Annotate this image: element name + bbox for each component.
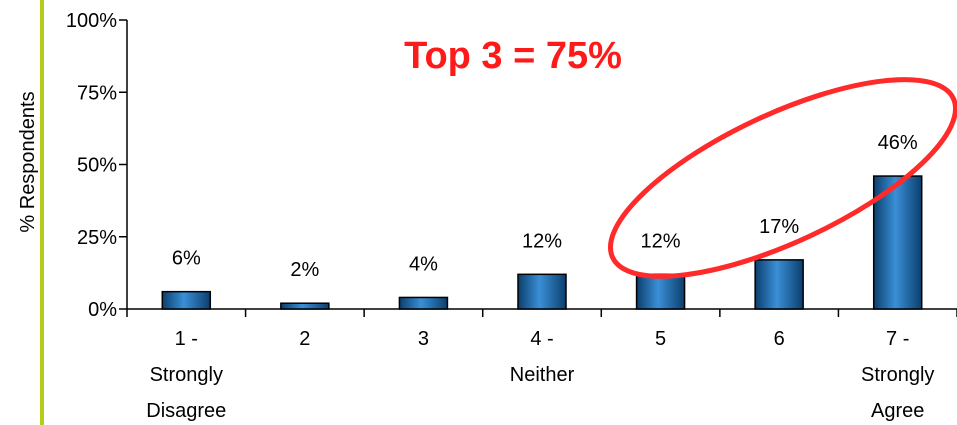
data-label: 4% [409, 253, 438, 275]
left-accent-rule [40, 0, 44, 425]
y-axis-title: % Respondents [17, 91, 39, 232]
category-label: 4 - [530, 328, 553, 350]
highlight-ellipse [607, 77, 957, 279]
category-label: Strongly [861, 364, 934, 386]
category-label: 1 - [175, 328, 198, 350]
y-tick-label: 0% [88, 299, 117, 321]
bar [280, 302, 330, 310]
category-label: 6 [774, 328, 785, 350]
data-label: 6% [172, 248, 201, 270]
y-tick-label: 75% [77, 82, 117, 104]
top3-callout: Top 3 = 75% [404, 35, 622, 77]
y-tick-label: 50% [77, 155, 117, 177]
category-label: Agree [871, 400, 924, 422]
bar [754, 259, 804, 310]
y-tick-label: 25% [77, 227, 117, 249]
data-label: 12% [522, 230, 562, 252]
bar [517, 273, 567, 310]
data-label: 46% [878, 132, 918, 154]
category-label: Neither [510, 364, 575, 386]
bar [635, 273, 686, 310]
category-label: 2 [299, 328, 310, 350]
category-label: Disagree [146, 400, 226, 422]
category-label: 7 - [886, 328, 909, 350]
bar [161, 290, 212, 310]
category-label: Strongly [150, 364, 223, 386]
bars [161, 175, 923, 310]
category-label: 5 [655, 328, 666, 350]
data-label: 17% [759, 216, 799, 238]
data-label: 2% [290, 259, 319, 281]
y-tick-label: 100% [66, 10, 117, 32]
labels: 0% 25% 50% 75% 100% 6% 1 - Strongly Disagree 2% 2 4… [66, 10, 935, 422]
data-label: 12% [641, 230, 681, 252]
bar [398, 296, 449, 310]
category-label: 3 [418, 328, 429, 350]
